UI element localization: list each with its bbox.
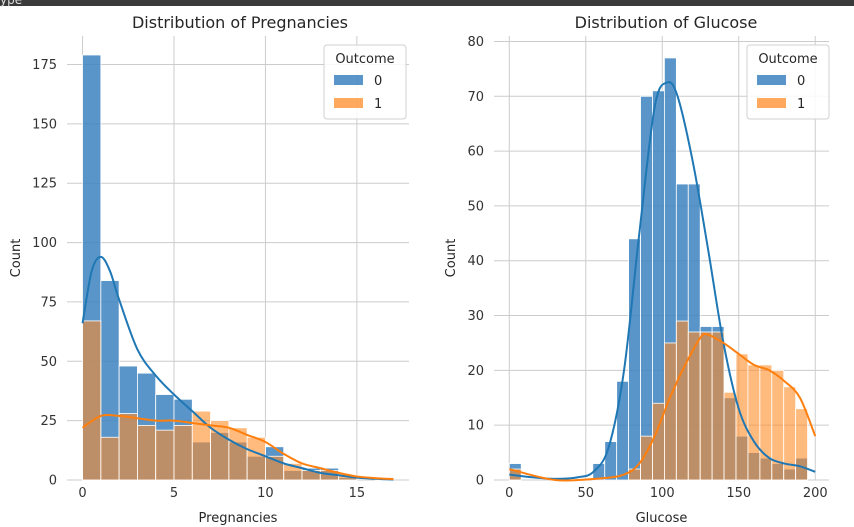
x-axis-label: Pregnancies xyxy=(199,511,278,526)
legend: Outcome 0 1 xyxy=(323,44,407,120)
x-axis-label: Glucose xyxy=(636,511,688,526)
x-tick-label: 15 xyxy=(349,486,366,501)
bar-outcome-1 xyxy=(664,342,677,481)
x-tick-label: 150 xyxy=(726,486,751,501)
bar-outcome-1 xyxy=(723,391,737,481)
bar-outcome-0 xyxy=(604,441,618,481)
y-tick-label: 10 xyxy=(467,419,484,434)
top-toolbar-strip: ype xyxy=(0,0,854,7)
legend-swatch-outcome-1 xyxy=(334,98,363,108)
legend: Outcome 0 1 xyxy=(746,44,830,120)
y-tick-label: 125 xyxy=(32,177,57,192)
legend-swatch-outcome-0 xyxy=(757,75,786,85)
y-tick-label: 0 xyxy=(49,474,57,489)
x-tick-label: 0 xyxy=(78,486,86,501)
y-axis-label: Count xyxy=(444,239,459,278)
y-axis-label: Count xyxy=(9,239,24,278)
bar-outcome-1 xyxy=(228,427,248,481)
kde-line-outcome-1 xyxy=(81,413,394,481)
bar-outcome-1 xyxy=(191,410,211,481)
chart-title: Distribution of Glucose xyxy=(575,13,758,32)
bar-outcome-0 xyxy=(640,95,653,481)
bar-outcome-0 xyxy=(616,380,630,481)
bar-outcome-1 xyxy=(675,320,689,481)
x-tick-label: 0 xyxy=(505,486,513,501)
legend-title: Outcome xyxy=(335,52,394,67)
x-tick-label: 10 xyxy=(257,486,274,501)
toolbar-fragment-text: ype xyxy=(0,0,23,7)
kde-line-outcome-0 xyxy=(509,81,816,480)
bar-outcome-1 xyxy=(137,424,157,481)
chart-panel-2: 0 50 100 150 20001020304050607080Distributio… xyxy=(444,13,830,526)
y-tick-label: 75 xyxy=(40,295,57,310)
legend-label-outcome-1: 1 xyxy=(374,97,382,112)
x-tick-label: 200 xyxy=(803,486,828,501)
y-tick-label: 0 xyxy=(476,474,484,489)
y-tick-label: 20 xyxy=(467,364,484,379)
legend-swatch-outcome-1 xyxy=(757,98,786,108)
bar-outcome-1 xyxy=(711,331,725,481)
x-tick-label: 50 xyxy=(578,486,595,501)
x-tick-label: 5 xyxy=(170,486,178,501)
y-tick-label: 100 xyxy=(32,236,57,251)
y-tick-label: 50 xyxy=(467,199,484,214)
bar-outcome-1 xyxy=(759,364,773,481)
chart-title: Distribution of Pregnancies xyxy=(132,13,348,32)
legend-swatch-outcome-0 xyxy=(334,75,363,85)
bar-outcome-1 xyxy=(173,424,193,481)
y-tick-label: 175 xyxy=(32,58,57,73)
kde-line-outcome-1 xyxy=(509,332,817,482)
legend-title: Outcome xyxy=(758,52,817,67)
y-tick-label: 40 xyxy=(467,254,484,269)
bar-outcome-1 xyxy=(118,413,138,481)
bar-outcome-1 xyxy=(82,320,102,481)
y-tick-label: 30 xyxy=(467,309,484,324)
bar-outcome-1 xyxy=(795,408,808,481)
bar-outcome-1 xyxy=(246,436,266,481)
legend-label-outcome-0: 0 xyxy=(374,74,382,89)
bar-outcome-1 xyxy=(699,331,713,481)
bar-outcome-1 xyxy=(747,364,761,481)
y-tick-label: 50 xyxy=(40,355,57,370)
y-tick-label: 60 xyxy=(467,145,484,160)
legend-label-outcome-0: 0 xyxy=(797,74,805,89)
y-tick-label: 70 xyxy=(467,90,484,105)
bar-outcome-1 xyxy=(155,429,175,481)
y-tick-label: 150 xyxy=(32,117,57,132)
kde-line-outcome-0 xyxy=(81,255,394,481)
bar-outcome-1 xyxy=(100,436,120,481)
legend-label-outcome-1: 1 xyxy=(797,97,805,112)
x-tick-label: 100 xyxy=(650,486,675,501)
y-tick-label: 25 xyxy=(40,414,57,429)
y-tick-label: 80 xyxy=(467,35,484,50)
